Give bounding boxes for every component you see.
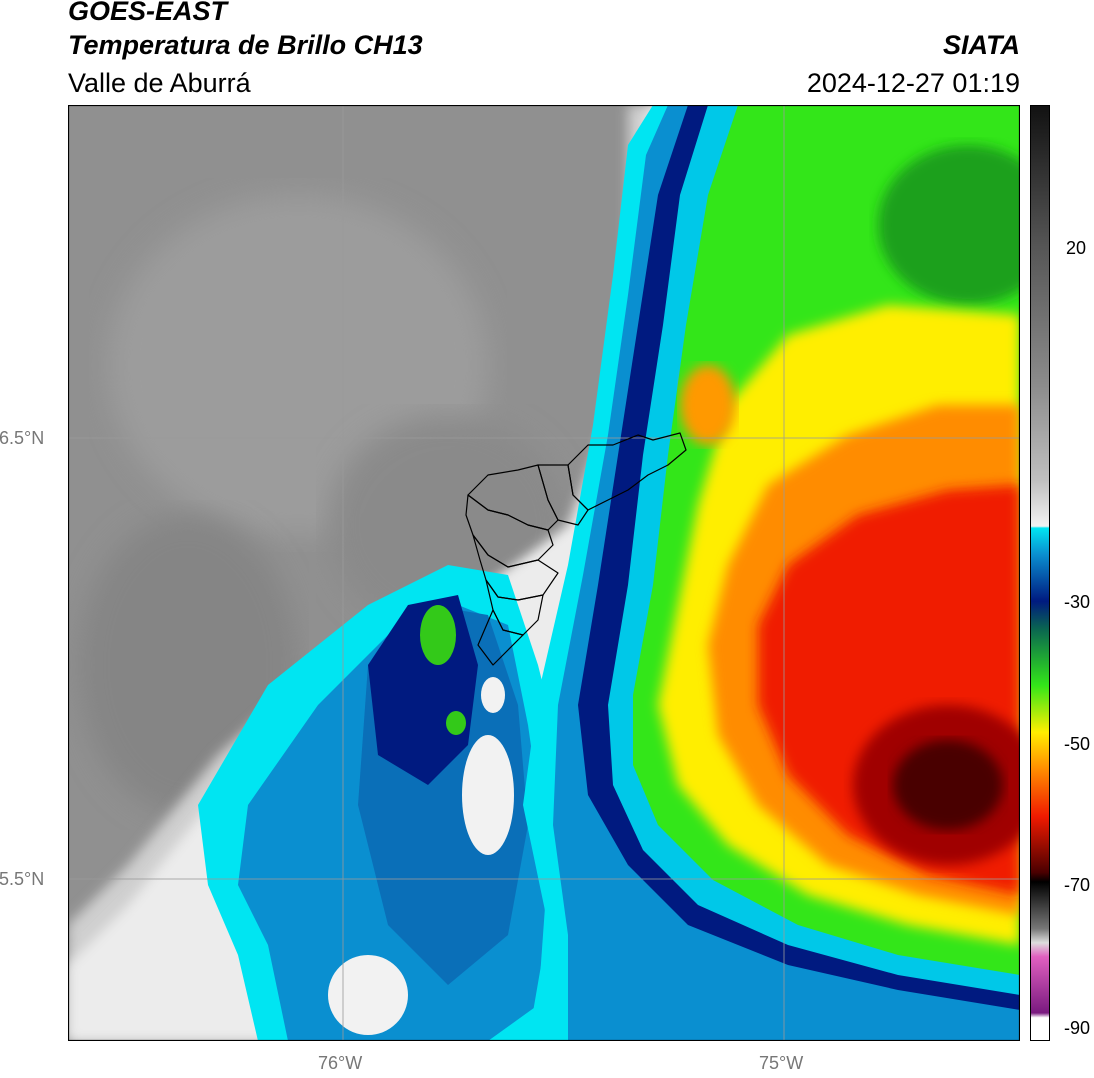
colorbar-tick-label: -50 [1064,734,1091,754]
clear-gap [462,735,514,855]
colorbar-gradient [1030,105,1050,1041]
colorbar-tick-label: -90 [1064,1018,1091,1038]
colorbar-tick-label: 20 [1066,238,1087,258]
colorbar-canvas [1030,105,1056,1041]
convective-core [893,740,1003,830]
map-canvas [67,104,1021,1042]
boundary-barbosa [567,432,687,511]
boundary-bello [465,494,554,568]
clear-gap [481,677,505,713]
convective-darkgreen [878,145,1020,305]
lat-label-5-5: 5.5°N [0,869,45,889]
product-title: Temperatura de Brillo CH13 [68,30,423,60]
lat-label-6-5: 6.5°N [0,428,45,448]
cold-cloud-top [420,605,456,665]
region-subtitle: Valle de Aburrá [68,68,251,98]
agency-label: SIATA [943,30,1020,60]
boundary-caldas [477,609,524,666]
colorbar-tick-label: -70 [1064,875,1091,895]
satellite-title: GOES-EAST [68,0,228,26]
datetime-label: 2024-12-27 01:19 [806,68,1020,98]
lon-label-75: 75°W [759,1053,804,1073]
cold-cloud-top [446,711,466,735]
gridlines [68,105,1020,1041]
clear-gap [328,955,408,1035]
temperature-colorbar [1030,105,1056,1041]
lon-label-76: 76°W [318,1053,363,1073]
municipal-boundaries [465,432,687,666]
convective-hot-spot [680,365,736,445]
satellite-map [67,104,1021,1042]
colorbar-tick-label: -30 [1064,592,1091,612]
